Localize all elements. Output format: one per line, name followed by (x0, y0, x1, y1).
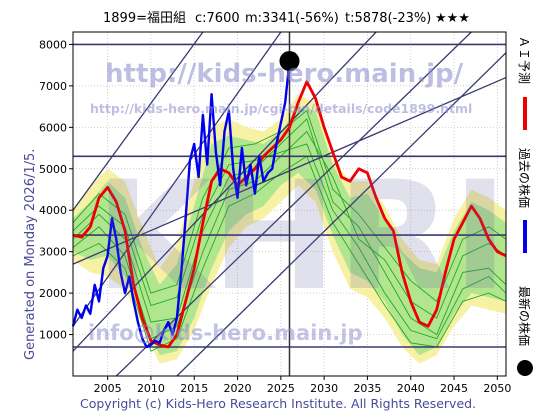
trend-line (73, 32, 377, 352)
forecast-band (73, 94, 506, 364)
past-price-line (71, 60, 291, 349)
header-stars: ★★★ (435, 11, 470, 26)
y-tick-label: 1000 (39, 329, 67, 342)
x-tick-label: 2035 (353, 382, 381, 395)
header-current: c:7600 (195, 11, 240, 26)
y-tick-label: 6000 (39, 121, 67, 134)
trend-line (73, 32, 282, 327)
y-tick-label: 4000 (39, 204, 67, 217)
support-lines (73, 32, 506, 376)
trend-line (73, 76, 506, 265)
watermark-url-small: http://kids-hero.main.jp/cgi-bin/details… (90, 101, 472, 116)
legend-past-label: 過去の株価 (517, 148, 532, 208)
x-tick-label: 2050 (483, 382, 511, 395)
y-tick-label: 8000 (39, 38, 67, 51)
watermark-logo: KHRI (95, 150, 508, 324)
plot-area: KHRI http://kids-hero.main.jp/ http://ki… (71, 31, 508, 377)
y-tick-label: 2000 (39, 287, 67, 300)
latest-price-dot (279, 51, 300, 72)
x-tick-label: 2005 (94, 382, 122, 395)
trend-line (73, 32, 204, 211)
x-axis: 2005 2010 2015 2020 2025 2030 2035 2040 2045 2050 (94, 376, 511, 395)
x-tick-label: 2010 (137, 382, 165, 395)
trend-lines (73, 32, 506, 376)
y-tick-label: 7000 (39, 80, 67, 93)
ensemble-line (73, 155, 506, 352)
legend: ＡＩ予測 過去の株価 最新の株価 (517, 36, 533, 376)
ensemble-line (73, 143, 506, 340)
x-tick-label: 2045 (440, 382, 468, 395)
x-tick-label: 2040 (397, 382, 425, 395)
ensemble-line (73, 118, 506, 336)
legend-ai-label: ＡＩ予測 (517, 36, 531, 84)
x-tick-label: 2020 (224, 382, 252, 395)
legend-latest-label: 最新の株価 (517, 286, 532, 346)
plot-frame (72, 31, 507, 377)
legend-latest-dot (517, 360, 533, 376)
trend-line (115, 32, 472, 376)
header-title: 1899=福田組 (103, 11, 186, 26)
trend-line (176, 52, 506, 376)
x-tick-label: 2025 (267, 382, 295, 395)
ensemble-line (73, 130, 506, 340)
watermark-url-big: http://kids-hero.main.jp/ (105, 59, 464, 89)
y-tick-label: 3000 (39, 246, 67, 259)
generated-label: Generated on Monday 2026/1/5. (23, 149, 38, 360)
x-tick-label: 2015 (180, 382, 208, 395)
copyright-footer: Copyright (c) Kids-Hero Research Institu… (80, 396, 476, 411)
y-tick-label: 5000 (39, 163, 67, 176)
ai-forecast-line (72, 80, 507, 349)
series (71, 60, 507, 349)
band-inner (73, 106, 506, 356)
header-target-info: t:5878(-23%) (345, 11, 431, 26)
markers (279, 51, 300, 72)
y-axis: 1000 2000 3000 4000 5000 6000 7000 8000 (39, 38, 73, 342)
header-max-info: m:3341(-56%) (245, 11, 339, 26)
x-tick-label: 2030 (310, 382, 338, 395)
watermark-mail: info@kids-hero.main.jp (88, 321, 363, 345)
